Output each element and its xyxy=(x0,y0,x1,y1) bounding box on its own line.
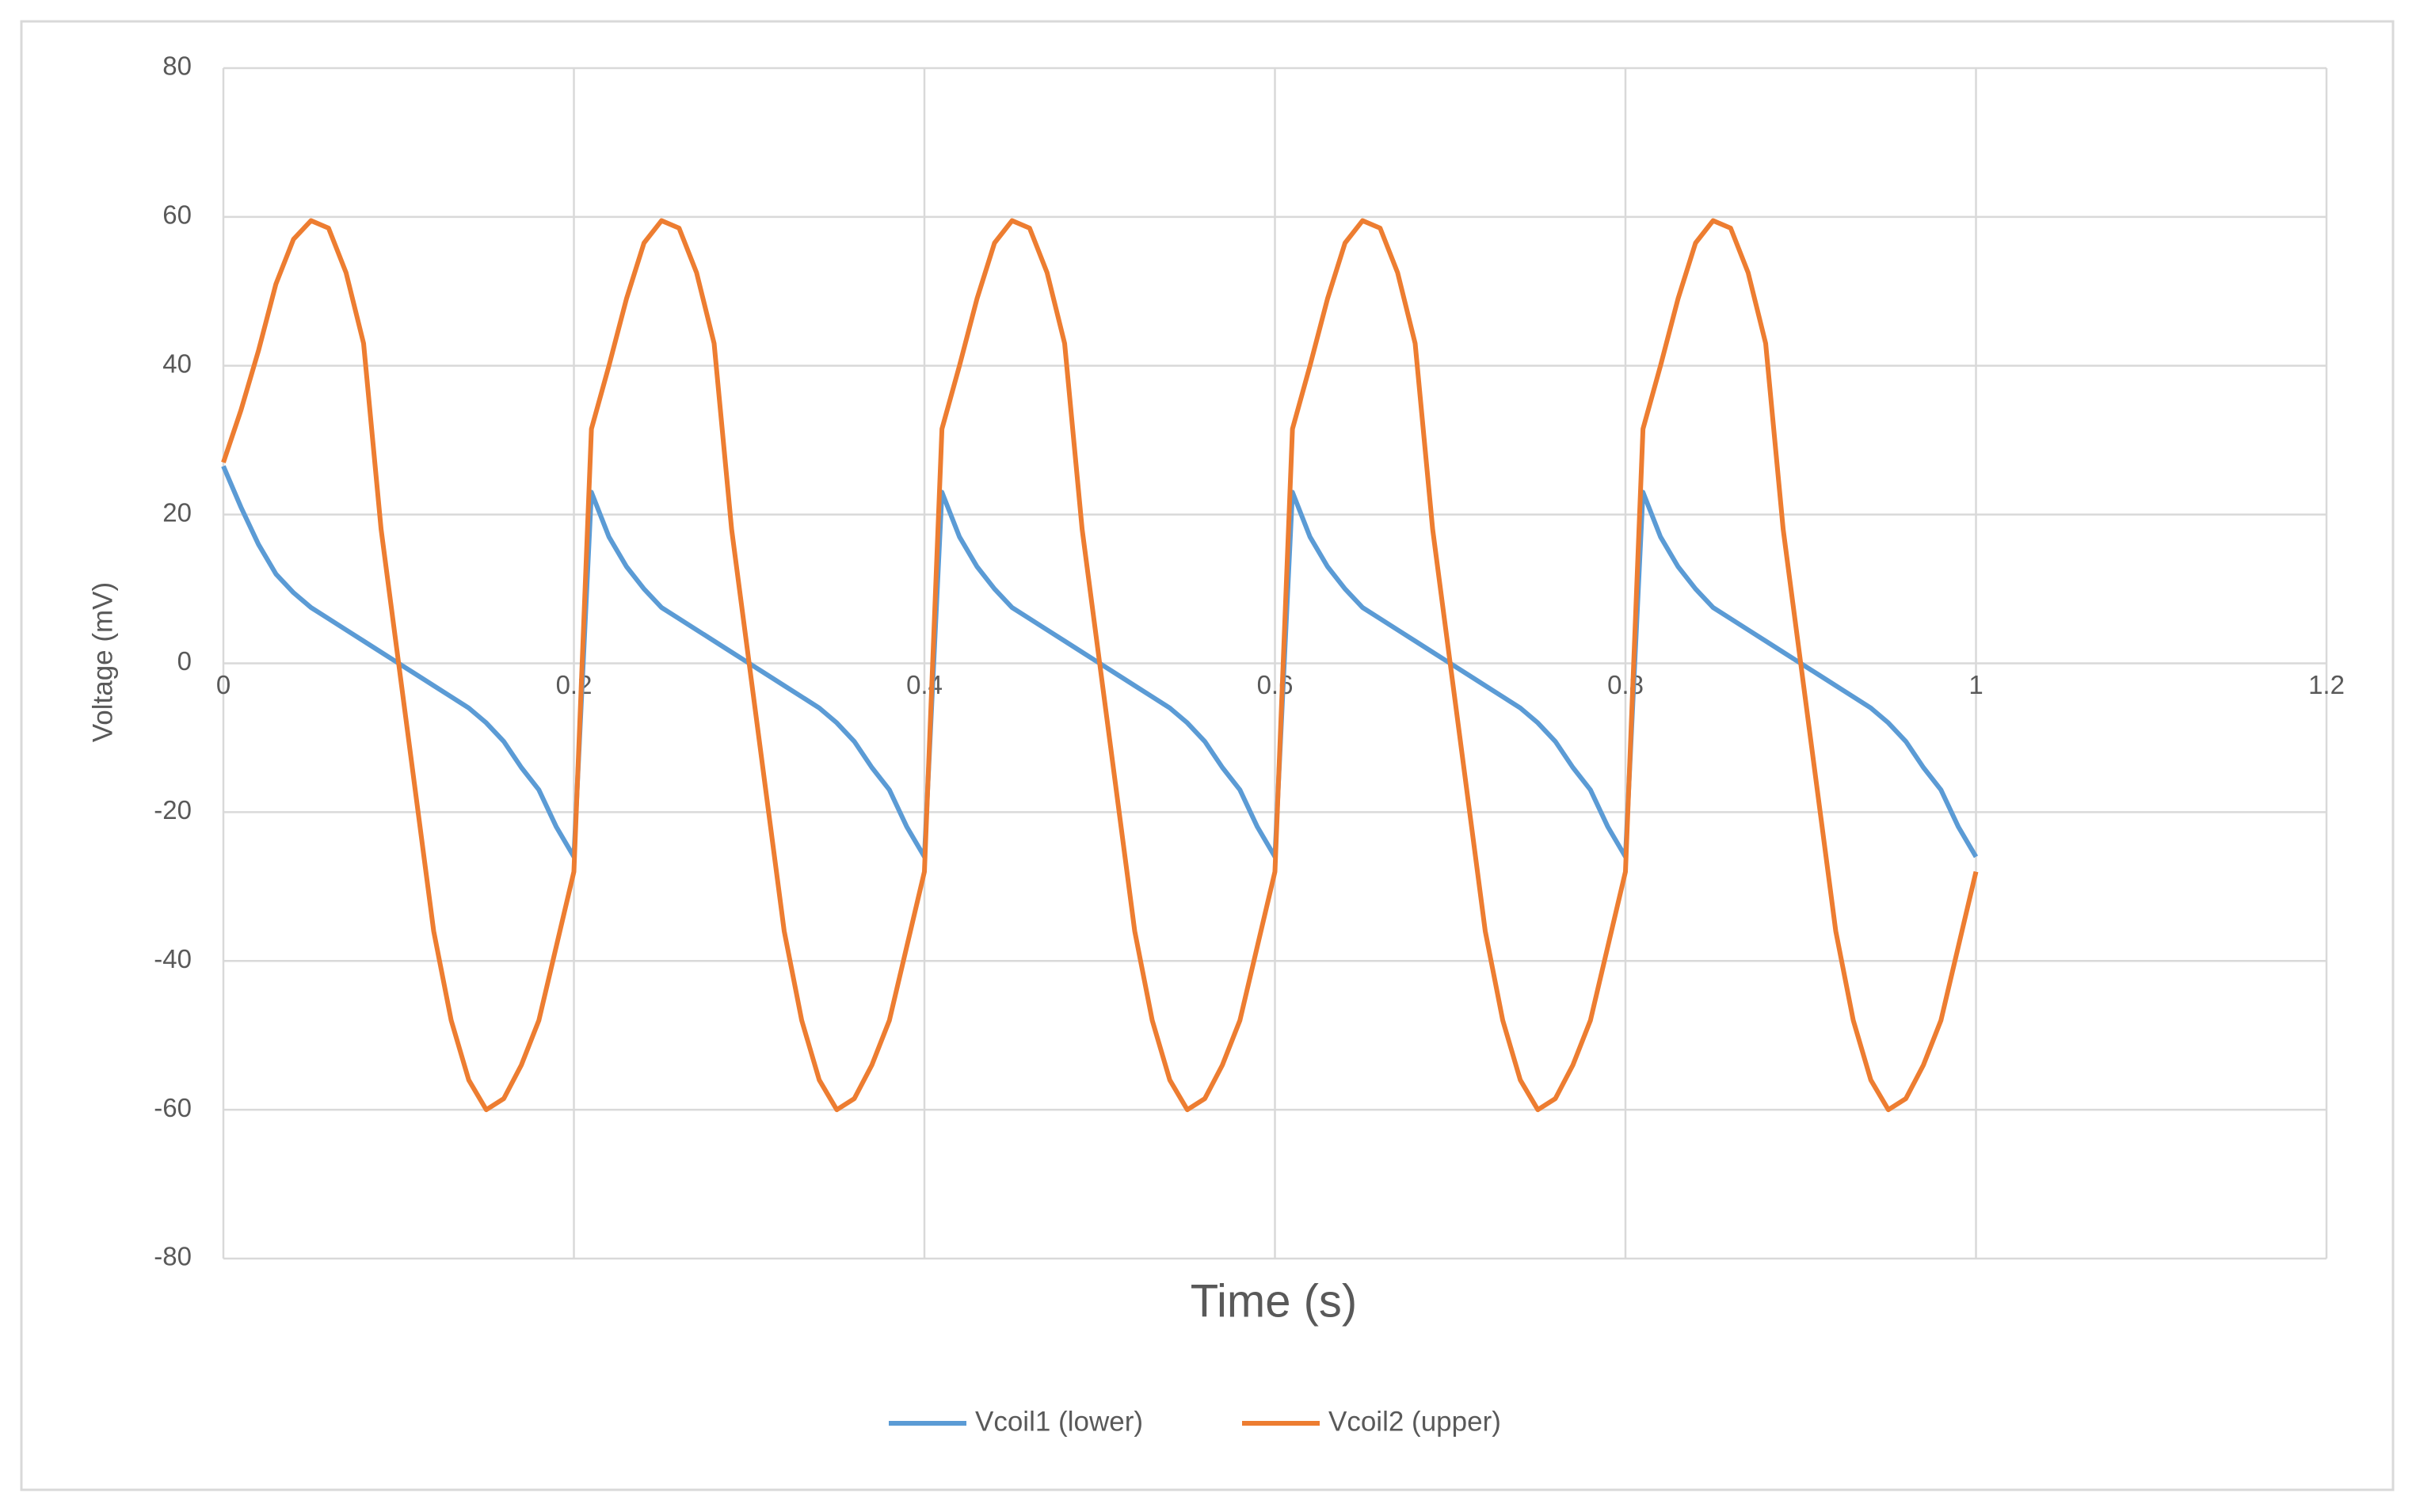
x-tick-label: 0.2 xyxy=(556,670,593,699)
y-tick-label: 60 xyxy=(162,200,192,230)
x-tick-label: 1.2 xyxy=(2308,670,2345,699)
x-tick-label: 1 xyxy=(1968,670,1983,699)
x-tick-label: 0 xyxy=(216,670,231,699)
y-tick-label: -60 xyxy=(154,1093,192,1122)
x-tick-label: 0.8 xyxy=(1607,670,1644,699)
legend-label: Vcoil2 (upper) xyxy=(1328,1406,1501,1437)
y-tick-label: 0 xyxy=(177,646,192,676)
y-tick-label: -20 xyxy=(154,795,192,825)
x-tick-label: 0.6 xyxy=(1257,670,1294,699)
legend-label: Vcoil1 (lower) xyxy=(975,1406,1143,1437)
y-axis-title: Voltage (mV) xyxy=(87,582,118,742)
y-tick-label: -80 xyxy=(154,1242,192,1271)
y-tick-label: -40 xyxy=(154,944,192,973)
series-line xyxy=(221,218,1979,1113)
chart-border xyxy=(20,20,2395,1491)
y-tick-label: 40 xyxy=(162,348,192,378)
y-tick-label: 80 xyxy=(162,51,192,81)
x-tick-label: 0.4 xyxy=(906,670,943,699)
x-axis-title: Time (s) xyxy=(1191,1275,1357,1327)
y-tick-label: 20 xyxy=(162,497,192,527)
